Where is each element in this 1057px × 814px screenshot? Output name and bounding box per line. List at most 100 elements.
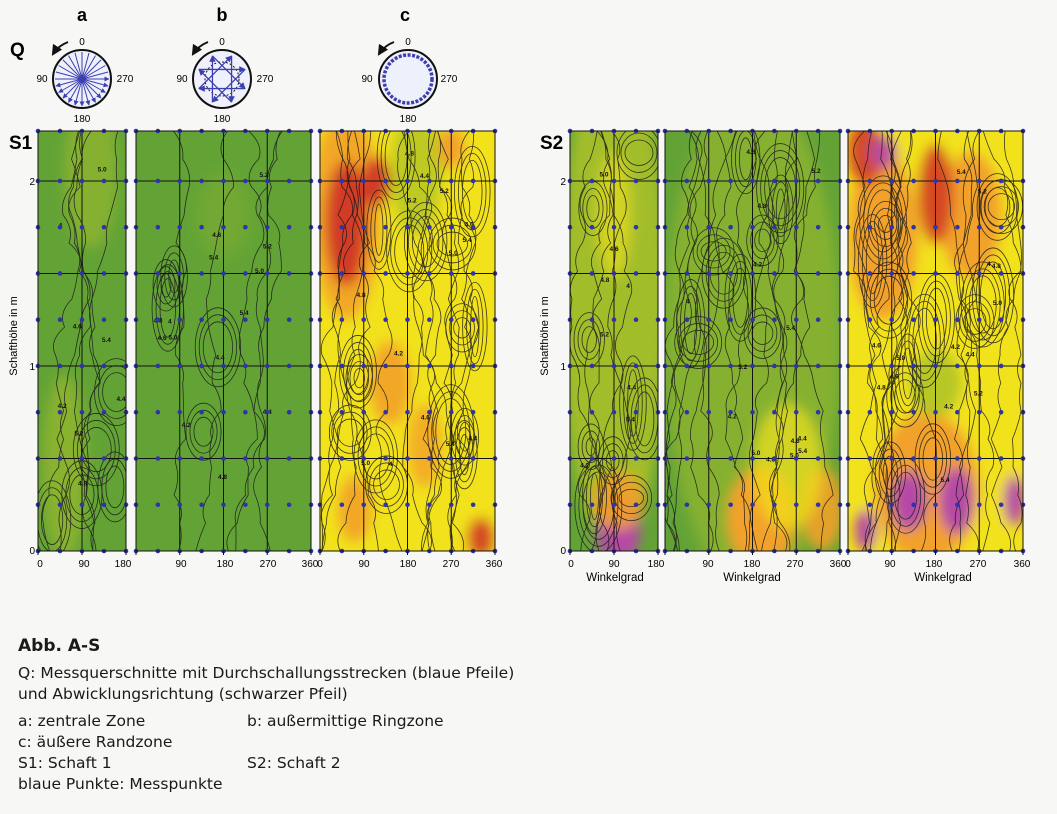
measurement-point bbox=[750, 409, 755, 415]
measurement-point bbox=[339, 317, 345, 323]
measurement-point bbox=[684, 178, 690, 184]
measurement-point bbox=[706, 317, 712, 323]
measurement-point bbox=[221, 409, 226, 415]
measurement-point bbox=[815, 271, 821, 276]
measurement-point bbox=[470, 502, 476, 508]
measurement-point bbox=[79, 363, 85, 369]
measurement-point bbox=[889, 271, 895, 276]
measurement-point bbox=[427, 363, 432, 369]
measurement-point bbox=[589, 317, 595, 323]
measurement-point bbox=[955, 271, 960, 276]
measurement-point bbox=[286, 502, 292, 508]
measurement-point bbox=[889, 409, 895, 415]
angle-label-180: 180 bbox=[214, 114, 231, 125]
contour-value-label: 4 bbox=[389, 461, 393, 468]
x-tick-label: 270 bbox=[970, 559, 987, 570]
contour-value-label: 5.2 bbox=[259, 172, 268, 179]
measurement-point bbox=[933, 409, 938, 415]
x-axis-title: Winkelgrad bbox=[586, 572, 644, 584]
measurement-point bbox=[101, 502, 107, 508]
measurement-point bbox=[243, 456, 248, 461]
contour-map-s1-edge: 5.2 5.4 4.8 5.0 4.6 4.4 4.2 4 5.2 5.4 4.8 5.0 4.6 4.4 bbox=[317, 128, 498, 555]
angle-label-0: 0 bbox=[79, 37, 85, 48]
contour-value-label: 4.6 bbox=[791, 438, 800, 445]
contour-value-label: 4 bbox=[987, 261, 991, 268]
y-tick-label: 0 bbox=[29, 546, 35, 557]
measurement-point bbox=[815, 456, 821, 461]
contour-value-label: 5.4 bbox=[626, 417, 635, 424]
contour-map-s2-central: 4.8 5.2 5.0 5.4 4.6 4.2 4.4 4 bbox=[567, 128, 661, 555]
measurement-point bbox=[750, 502, 755, 508]
measurement-point bbox=[772, 409, 777, 415]
measurement-point bbox=[998, 502, 1004, 508]
caption-b: b: außermittige Ringzone bbox=[247, 712, 444, 730]
measurement-point bbox=[101, 456, 107, 461]
contour-value-label: 4.8 bbox=[758, 203, 767, 210]
measurement-point bbox=[427, 271, 432, 276]
measurement-point bbox=[101, 409, 107, 415]
x-tick-label: 180 bbox=[115, 559, 132, 570]
y-tick-label: 2 bbox=[29, 177, 35, 188]
measurement-point bbox=[448, 317, 454, 323]
measurement-point bbox=[383, 178, 388, 184]
measurement-point bbox=[750, 224, 755, 230]
measurement-point bbox=[177, 456, 183, 461]
contour-value-label: 5.2 bbox=[263, 244, 272, 251]
measurement-point bbox=[405, 224, 410, 230]
caption-a: a: zentrale Zone bbox=[18, 712, 146, 730]
measurement-point bbox=[199, 178, 204, 184]
measurement-point bbox=[448, 502, 454, 508]
measurement-point bbox=[177, 224, 183, 230]
measurement-point bbox=[706, 409, 712, 415]
measurement-point bbox=[611, 317, 617, 323]
contour-value-label: 4.6 bbox=[746, 149, 755, 156]
contour-value-label: 5.4 bbox=[240, 310, 249, 317]
measurement-point bbox=[79, 271, 85, 276]
contour-value-label: 4.4 bbox=[117, 396, 126, 403]
x-tick-label: 90 bbox=[608, 559, 620, 570]
measurement-point bbox=[867, 502, 873, 508]
figure-caption: Abb. A-S Q: Messquerschnitte mit Durchsc… bbox=[18, 636, 638, 795]
measurement-point bbox=[427, 317, 432, 323]
contour-value-label: 5.4 bbox=[957, 169, 966, 176]
measurement-point bbox=[199, 224, 204, 230]
measurement-point bbox=[815, 224, 821, 230]
measurement-point bbox=[976, 409, 982, 415]
contour-value-label: 5.0 bbox=[449, 250, 458, 257]
measurement-point bbox=[470, 317, 476, 323]
measurement-point bbox=[933, 317, 938, 323]
contour-value-label: 5.4 bbox=[786, 325, 795, 332]
measurement-point bbox=[976, 456, 982, 461]
caption-points: blaue Punkte: Messpunkte bbox=[18, 775, 223, 793]
measurement-point bbox=[448, 271, 454, 276]
measurement-point bbox=[815, 317, 821, 323]
measurement-point bbox=[611, 271, 617, 276]
measurement-point bbox=[339, 224, 345, 230]
contour-value-label: 5.4 bbox=[940, 477, 949, 484]
angle-label-270: 270 bbox=[257, 74, 274, 85]
measurement-point bbox=[339, 409, 345, 415]
contour-value-label: 4.6 bbox=[610, 246, 619, 253]
measurement-point bbox=[264, 502, 270, 508]
measurement-point bbox=[793, 178, 799, 184]
y-tick-label: 1 bbox=[560, 362, 566, 373]
contour-value-label: 5.2 bbox=[812, 168, 821, 175]
measurement-point bbox=[889, 363, 895, 369]
measurement-point bbox=[177, 502, 183, 508]
x-tick-label: 270 bbox=[443, 559, 460, 570]
measurement-point bbox=[911, 271, 916, 276]
measurement-point bbox=[998, 271, 1004, 276]
measurement-point bbox=[221, 363, 226, 369]
measurement-point bbox=[772, 317, 777, 323]
measurement-point bbox=[793, 456, 799, 461]
measurement-point bbox=[470, 224, 476, 230]
contour-value-label: 5.0 bbox=[790, 453, 799, 460]
contour-map-s1-ring: 5.25.44.85.04.64.44.245.25.44.85.04.64.4 bbox=[133, 128, 314, 555]
contour-value-label: 5.4 bbox=[463, 237, 472, 244]
measurement-point bbox=[611, 363, 617, 369]
measurement-point bbox=[199, 271, 204, 276]
measurement-point bbox=[728, 271, 733, 276]
contour-value-label: 4.8 bbox=[78, 481, 87, 488]
measurement-point bbox=[793, 317, 799, 323]
measurement-point bbox=[427, 502, 432, 508]
